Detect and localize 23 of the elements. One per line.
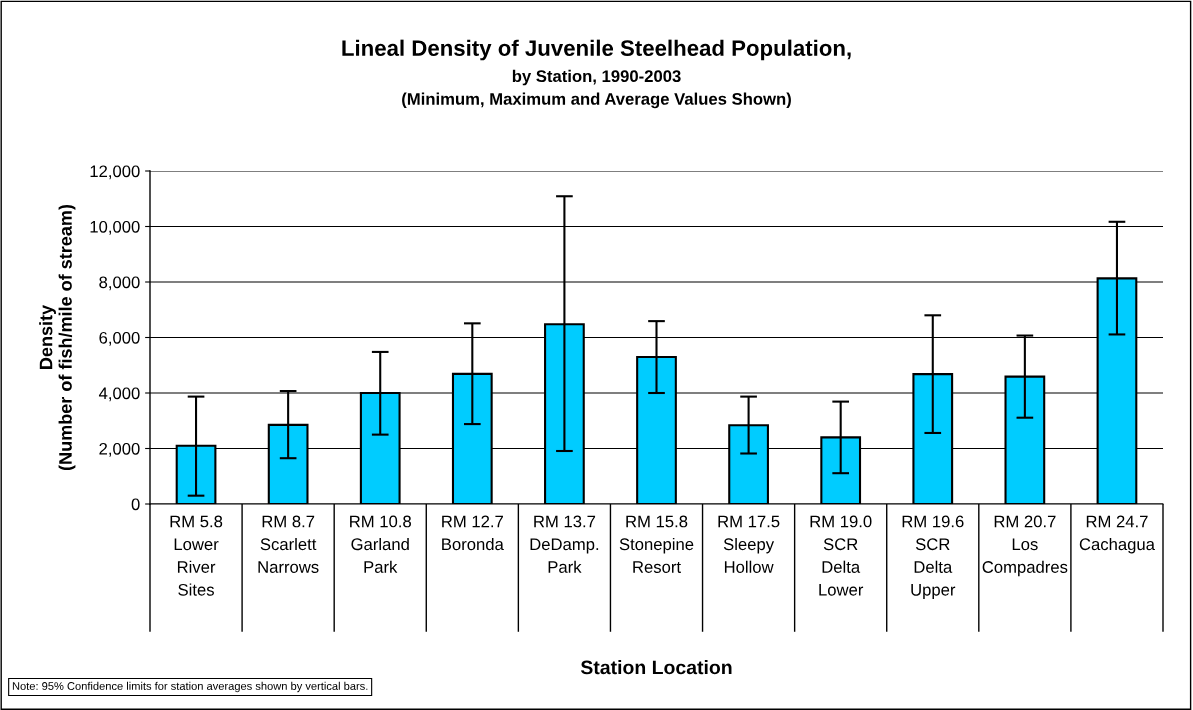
y-tick-label: 10,000: [90, 220, 140, 235]
chart-title: Lineal Density of Juvenile Steelhead Population,: [342, 39, 851, 61]
text: Note: 95% Confidence limits for station averages shown by vertical bars.: [12, 681, 368, 693]
y-tick-label: 6,000: [99, 331, 140, 346]
x-tick-label: RM 12.7 Boronda: [442, 515, 504, 551]
x-tick-label: RM 10.8 Garland Park: [350, 515, 411, 573]
y-tick-label: 4,000: [98, 387, 140, 402]
x-tick-label: RM 20.7 Los Compadres: [982, 515, 1068, 577]
y-tick-label: 0: [131, 498, 140, 511]
y-tick-label: 12,000: [90, 165, 140, 180]
x-tick-label: RM 15.8 Stonepine Resort: [619, 515, 694, 573]
x-tick-label: RM 5.8 Lower River Sites: [170, 515, 223, 596]
x-axis-title: Station Location: [580, 660, 732, 675]
x-tick-label: RM 19.6 SCR Delta Upper: [902, 515, 964, 599]
x-tick-label: RM 24.7 Cachagua: [1079, 515, 1155, 554]
x-tick-label: RM 19.0 SCR Delta Lower: [810, 515, 872, 596]
x-tick-label: RM 17.5 Sleepy Hollow: [718, 515, 780, 573]
chart-subtitle: by Station, 1990-2003 (Minimum, Maximum and Average Values Shown): [402, 69, 791, 109]
y-axis-title: Density (Number of fish/mile of stream): [39, 204, 76, 471]
y-tick-label: 2,000: [99, 442, 140, 457]
x-tick-label: RM 8.7 Scarlett Narrows: [258, 515, 319, 573]
x-tick-label: RM 13.7 DeDamp. Park: [530, 515, 599, 573]
y-tick-label: 8,000: [99, 276, 140, 291]
